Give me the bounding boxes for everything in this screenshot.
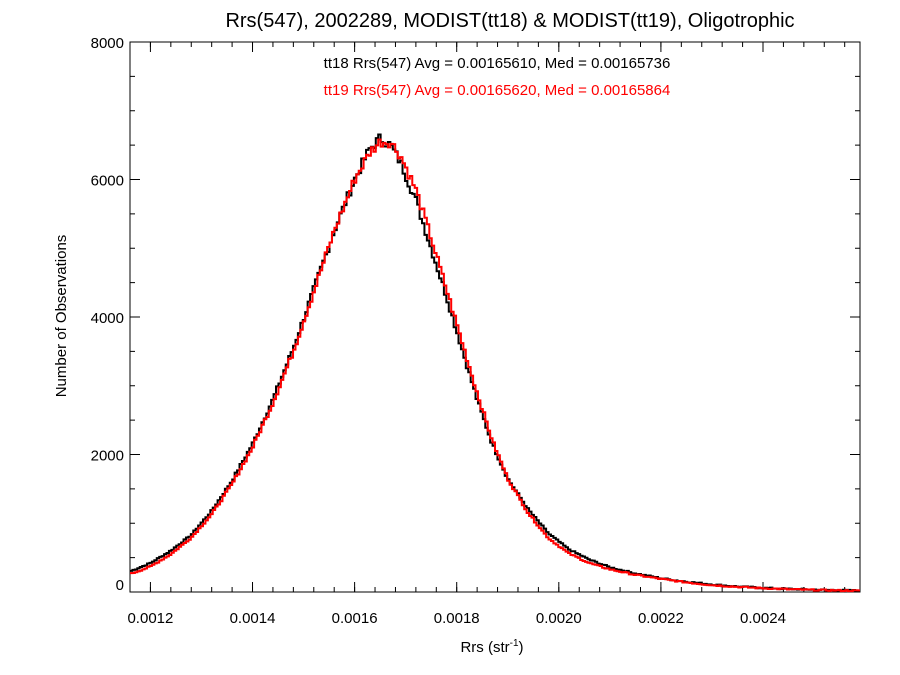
x-axis-label: Rrs (str-1) bbox=[460, 638, 523, 656]
x-axis-label-base: Rrs (str bbox=[460, 639, 509, 656]
x-tick-label: 0.0024 bbox=[740, 610, 786, 627]
x-tick-label: 0.0018 bbox=[434, 610, 480, 627]
annotations: tt18 Rrs(547) Avg = 0.00165610, Med = 0.… bbox=[324, 55, 671, 99]
y-tick-label: 0 bbox=[116, 577, 124, 594]
x-tick-label: 0.0016 bbox=[332, 610, 378, 627]
y-tick-label: 6000 bbox=[91, 173, 124, 190]
chart-title: Rrs(547), 2002289, MODIST(tt18) & MODIST… bbox=[225, 10, 794, 32]
x-tick-label: 0.0014 bbox=[230, 610, 276, 627]
series-tt18-line bbox=[130, 133, 860, 593]
y-tick-label: 2000 bbox=[91, 448, 124, 465]
y-tick-label: 4000 bbox=[91, 310, 124, 327]
y-axis-label: Number of Observations bbox=[53, 235, 70, 398]
plot-frame bbox=[129, 41, 861, 593]
y-tick-label: 8000 bbox=[91, 35, 124, 52]
annotation-tt18: tt18 Rrs(547) Avg = 0.00165610, Med = 0.… bbox=[324, 55, 671, 72]
x-tick-label: 0.0020 bbox=[536, 610, 582, 627]
x-axis-label-close: ) bbox=[519, 639, 524, 656]
x-tick-label: 0.0012 bbox=[127, 610, 173, 627]
x-tick-label: 0.0022 bbox=[638, 610, 684, 627]
annotation-tt19: tt19 Rrs(547) Avg = 0.00165620, Med = 0.… bbox=[324, 82, 671, 99]
series-tt19-line bbox=[130, 138, 860, 593]
plot-area: 0.0012 0.0014 0.0016 0.0018 0.0020 0.0022 0.00… bbox=[91, 35, 861, 627]
x-axis-label-superscript: -1 bbox=[510, 638, 519, 649]
